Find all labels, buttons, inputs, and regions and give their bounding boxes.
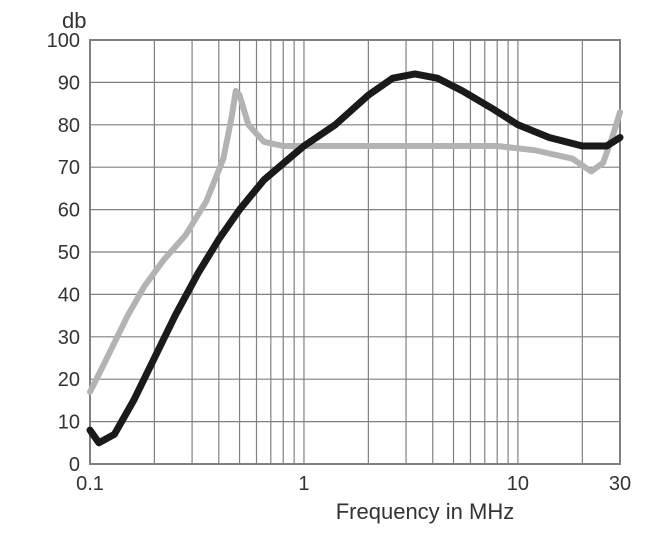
chart-container: 01020304050607080901000.111030dbFrequenc… (0, 0, 656, 534)
y-tick-label: 10 (58, 412, 80, 434)
y-tick-label: 60 (58, 200, 80, 222)
x-tick-label: 1 (298, 473, 309, 495)
y-tick-label: 30 (58, 327, 80, 349)
y-tick-label: 20 (58, 369, 80, 391)
y-tick-label: 50 (58, 242, 80, 264)
attenuation-chart: 01020304050607080901000.111030dbFrequenc… (0, 0, 656, 534)
y-tick-label: 70 (58, 157, 80, 179)
y-tick-label: 80 (58, 115, 80, 137)
x-tick-label: 30 (609, 473, 631, 495)
x-axis-label: Frequency in MHz (336, 499, 515, 524)
y-tick-label: 40 (58, 284, 80, 306)
x-tick-label: 0.1 (76, 473, 104, 495)
y-axis-label: db (62, 8, 86, 33)
y-tick-label: 90 (58, 72, 80, 94)
y-tick-label: 100 (47, 30, 80, 52)
x-tick-label: 10 (507, 473, 529, 495)
